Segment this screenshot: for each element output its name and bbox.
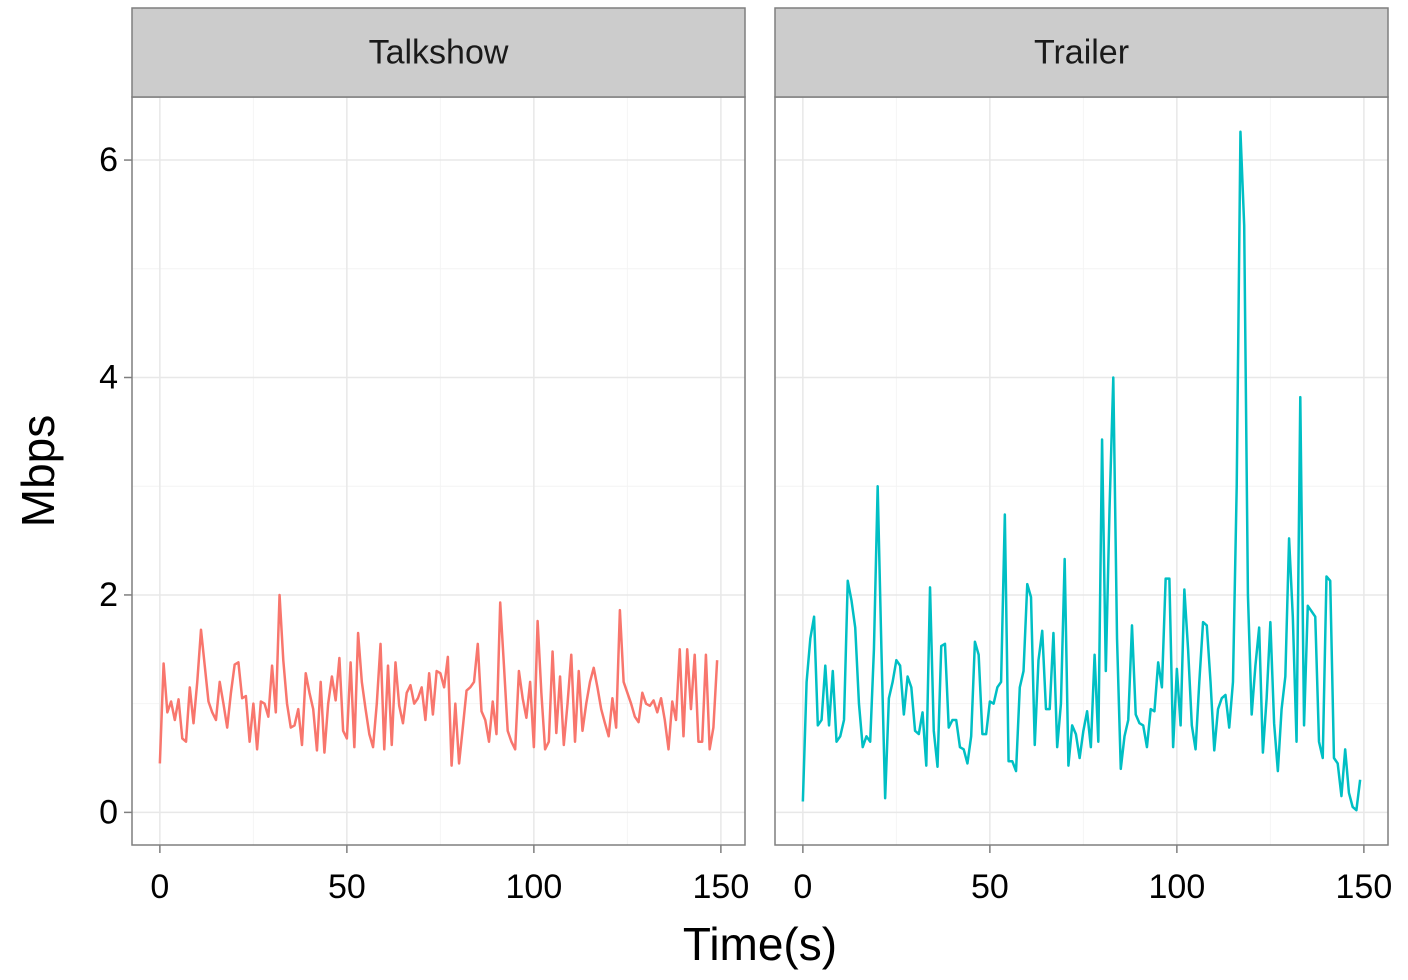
x-tick-label: 150 xyxy=(1336,868,1393,906)
x-tick-label: 100 xyxy=(1149,868,1206,906)
y-tick-label: 2 xyxy=(99,576,118,614)
y-tick-label: 4 xyxy=(99,358,118,396)
data-line xyxy=(158,593,719,767)
x-tick-label: 100 xyxy=(506,868,563,906)
panel-background xyxy=(132,97,745,845)
x-axis-title: Time(s) xyxy=(683,918,837,970)
x-tick-label: 150 xyxy=(693,868,750,906)
x-tick-label: 0 xyxy=(150,868,169,906)
y-tick-label: 0 xyxy=(99,793,118,831)
facet-strip xyxy=(774,7,1389,98)
x-tick-label: 50 xyxy=(328,868,366,906)
x-tick-label: 0 xyxy=(793,868,812,906)
facet-title: Trailer xyxy=(1034,33,1129,71)
x-tick-label: 50 xyxy=(971,868,1009,906)
panel-background xyxy=(775,97,1388,845)
y-tick-label: 6 xyxy=(99,141,118,179)
data-line xyxy=(801,130,1362,812)
facet-title: Talkshow xyxy=(369,33,509,71)
y-axis-title: Mbps xyxy=(12,415,64,527)
facet-strip xyxy=(131,7,746,98)
